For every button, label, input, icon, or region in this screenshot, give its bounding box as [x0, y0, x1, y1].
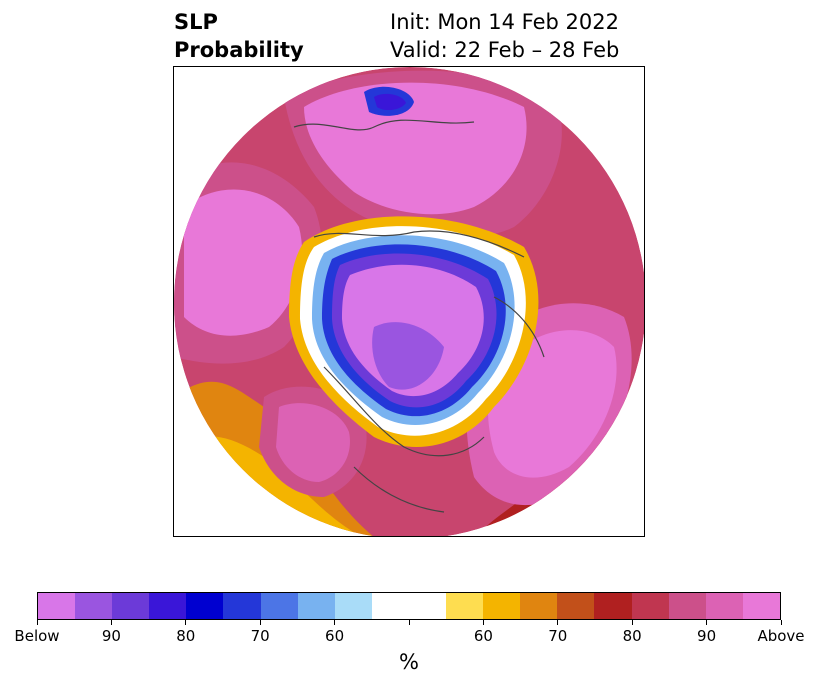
colorbar-tick-label: 90	[697, 627, 717, 645]
title-variable: SLP	[174, 10, 218, 34]
colorbar-tick	[780, 620, 782, 625]
colorbar-tick	[110, 620, 112, 625]
colorbar-tick	[259, 620, 261, 625]
colorbar-cell	[594, 593, 632, 619]
siberia-below-core	[374, 93, 406, 111]
colorbar-cell	[520, 593, 558, 619]
colorbar-cell	[112, 593, 150, 619]
colorbar-tick	[706, 620, 708, 625]
colorbar-cell	[334, 593, 372, 619]
colorbar-tick-label: 90	[101, 627, 121, 645]
colorbar-cell	[705, 593, 743, 619]
colorbar-cell	[668, 593, 706, 619]
pacific-above-core	[184, 189, 303, 336]
colorbar-cell	[631, 593, 669, 619]
map-panel	[173, 66, 645, 537]
colorbar-tick	[631, 620, 633, 625]
colorbar-tick-label: Above	[757, 627, 805, 645]
valid-range: Valid: 22 Feb – 28 Feb	[390, 38, 620, 62]
colorbar-cell	[483, 593, 521, 619]
map-dates: Init: Mon 14 Feb 2022 Valid: 22 Feb – 28…	[390, 8, 619, 64]
colorbar-tick-label: 80	[176, 627, 196, 645]
colorbar-tick	[482, 620, 484, 625]
colorbar-cell	[742, 593, 780, 619]
colorbar-tick	[557, 620, 559, 625]
colorbar-tick	[408, 620, 410, 625]
colorbar-tick	[36, 620, 38, 625]
colorbar-cell	[149, 593, 187, 619]
colorbar-cell	[186, 593, 224, 619]
map-title: SLP Probability	[174, 8, 304, 64]
colorbar-cell	[223, 593, 261, 619]
arctic-below-inner	[372, 322, 444, 390]
colorbar-cell	[557, 593, 595, 619]
init-date: Init: Mon 14 Feb 2022	[390, 10, 619, 34]
colorbar-tick	[185, 620, 187, 625]
title-product: Probability	[174, 38, 304, 62]
probability-map	[174, 67, 644, 536]
colorbar-cell	[446, 593, 484, 619]
colorbar-cell	[408, 593, 447, 619]
colorbar-tick-label: 80	[622, 627, 642, 645]
west-above-core	[276, 403, 350, 482]
colorbar-cell	[297, 593, 335, 619]
colorbar-unit: %	[399, 650, 419, 674]
colorbar-tick-label: 70	[548, 627, 568, 645]
colorbar-tick-label: 60	[325, 627, 345, 645]
colorbar-tick-label: 70	[250, 627, 270, 645]
colorbar-cell	[38, 593, 76, 619]
colorbar	[37, 592, 781, 620]
colorbar-tick	[334, 620, 336, 625]
europe-above-core	[304, 82, 527, 215]
colorbar-tick-label: 60	[473, 627, 493, 645]
colorbar-cell	[260, 593, 298, 619]
colorbar-tick-label: Below	[14, 627, 60, 645]
colorbar-cell	[75, 593, 113, 619]
coastlines	[293, 119, 545, 513]
colorbar-cell	[371, 593, 409, 619]
